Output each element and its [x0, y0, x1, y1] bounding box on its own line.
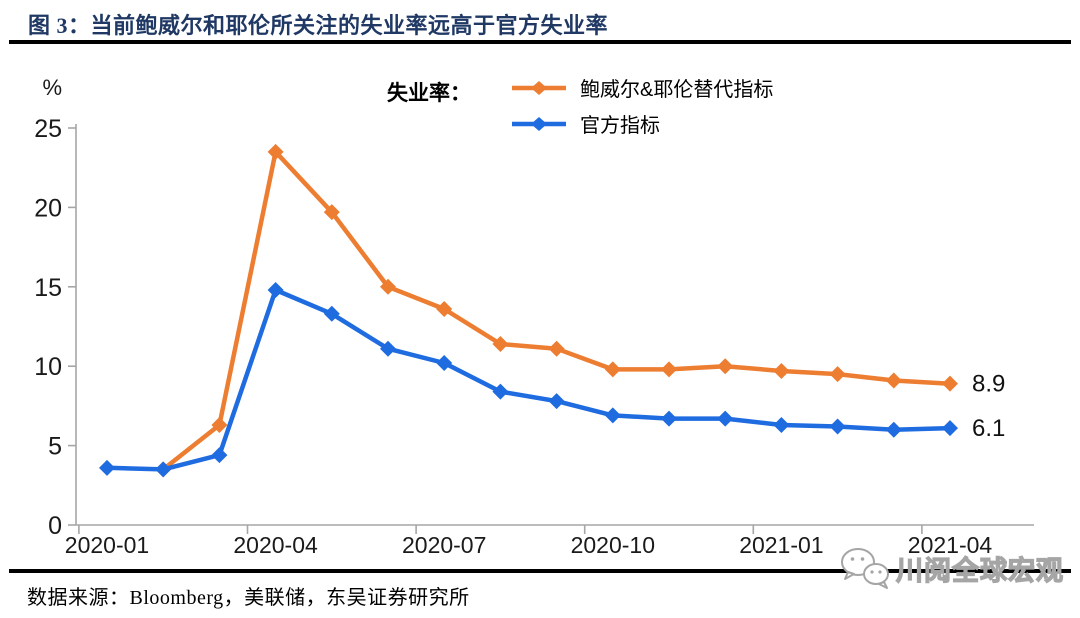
x-tick-label: 2020-07	[402, 532, 486, 558]
legend-swatch-blue-line	[512, 116, 566, 131]
series-line-official	[104, 287, 953, 472]
data-point-marker	[829, 418, 846, 435]
y-tick-label: 20	[34, 194, 62, 222]
data-point-marker	[267, 281, 284, 298]
legend-item-official: 官方指标	[511, 110, 773, 137]
data-point-marker	[773, 416, 790, 433]
data-point-marker	[942, 420, 958, 437]
data-point-marker	[885, 372, 902, 389]
data-point-marker	[380, 278, 396, 295]
x-tick-label: 2020-10	[571, 532, 655, 558]
y-tick-label: 10	[34, 353, 62, 381]
data-point-marker	[99, 459, 115, 476]
x-tick-label: 2021-01	[739, 532, 823, 558]
y-tick-label: 5	[48, 433, 62, 461]
data-point-marker	[323, 204, 340, 221]
data-point-marker	[548, 340, 565, 357]
y-tick-label: 25	[34, 115, 62, 143]
data-point-marker	[548, 393, 565, 410]
data-point-marker	[155, 461, 172, 478]
y-tick-label: 0	[48, 512, 62, 540]
data-point-marker	[885, 421, 902, 438]
end-value-label-powell-yellen: 8.9	[972, 371, 1005, 398]
data-point-marker	[604, 407, 621, 424]
data-point-marker	[717, 410, 734, 427]
data-point-marker	[492, 383, 509, 400]
legend-label-official: 官方指标	[580, 115, 660, 137]
wechat-icon	[841, 548, 889, 589]
y-tick-label: 15	[34, 274, 62, 302]
x-tick-label: 2020-01	[65, 532, 149, 558]
legend-title: 失业率：	[387, 82, 471, 105]
watermark-text: 川阅全球宏观	[895, 555, 1064, 586]
figure-title: 图 3：当前鲍威尔和耶伦所关注的失业率远高于官方失业率	[28, 13, 609, 38]
data-point-marker	[211, 416, 228, 433]
data-point-marker	[267, 143, 284, 160]
data-point-marker	[211, 447, 228, 464]
data-point-marker	[717, 358, 734, 375]
chart-legend: 失业率： 鲍威尔&耶伦替代指标 官方指标	[387, 74, 773, 137]
x-tick-label: 2020-04	[233, 532, 318, 558]
data-point-marker	[829, 366, 846, 383]
data-point-marker	[773, 362, 790, 379]
data-point-marker	[436, 301, 453, 318]
legend-label-powell-yellen: 鲍威尔&耶伦替代指标	[580, 79, 774, 101]
data-point-marker	[436, 355, 453, 372]
legend-item-powell-yellen: 鲍威尔&耶伦替代指标	[511, 74, 773, 101]
top-divider	[9, 40, 1071, 44]
end-value-label-official: 6.1	[972, 415, 1005, 442]
data-point-marker	[492, 335, 509, 352]
x-tick-label: 2021-04	[908, 532, 993, 558]
data-source: 数据来源：Bloomberg，美联储，东吴证券研究所	[27, 587, 470, 609]
data-point-marker	[661, 361, 677, 378]
series-line-powell-yellen	[160, 149, 953, 472]
watermark: 川阅全球宏观	[838, 545, 1064, 591]
data-point-marker	[604, 361, 621, 378]
data-point-marker	[323, 305, 340, 322]
data-point-marker	[380, 340, 396, 357]
bottom-divider	[9, 569, 1071, 573]
y-axis-unit-label: %	[42, 75, 62, 100]
legend-swatch-orange-line	[512, 80, 566, 95]
data-point-marker	[942, 375, 958, 392]
data-point-marker	[661, 410, 677, 427]
